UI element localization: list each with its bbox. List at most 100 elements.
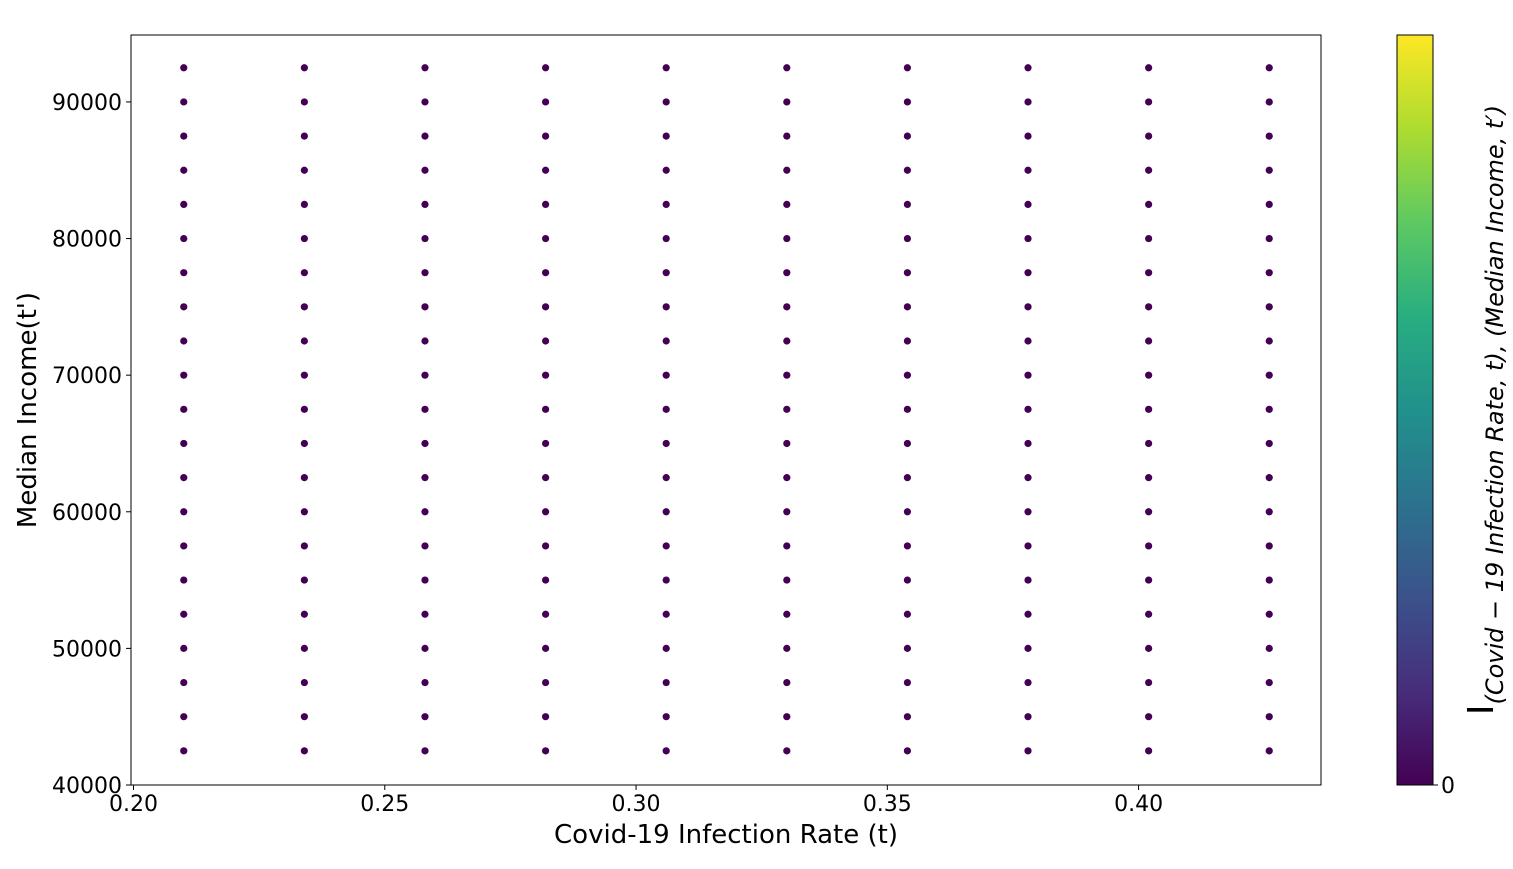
point <box>421 713 429 721</box>
x-tick-label: 0.30 <box>612 792 661 817</box>
point <box>541 166 550 174</box>
point <box>1024 644 1032 652</box>
point <box>300 98 308 106</box>
point <box>421 644 429 652</box>
point <box>541 576 550 584</box>
point <box>1265 713 1273 721</box>
point <box>903 610 912 618</box>
point <box>541 508 550 516</box>
x-tick-label: 0.40 <box>1114 792 1163 817</box>
point <box>421 200 429 208</box>
point <box>421 678 429 687</box>
point <box>541 132 550 140</box>
point <box>541 234 550 243</box>
point <box>1265 98 1273 106</box>
point <box>662 713 670 721</box>
point <box>180 474 188 482</box>
y-tick-label: 40000 <box>52 774 122 799</box>
point <box>903 132 912 140</box>
point <box>1024 303 1032 311</box>
plot-frame <box>130 34 1322 786</box>
point <box>1265 303 1273 311</box>
point <box>662 132 670 140</box>
point <box>421 576 429 584</box>
point <box>903 234 912 243</box>
y-tick-label: 70000 <box>52 364 122 389</box>
point <box>903 98 912 106</box>
point <box>421 234 429 243</box>
point <box>1145 644 1153 652</box>
point <box>1024 98 1032 106</box>
point <box>783 98 791 106</box>
point <box>903 200 912 208</box>
point <box>1145 713 1153 721</box>
point <box>903 405 912 413</box>
point <box>1265 405 1273 413</box>
point <box>783 337 791 345</box>
point <box>180 508 188 516</box>
point <box>783 166 791 174</box>
point <box>1145 747 1153 755</box>
point <box>300 166 308 174</box>
point <box>1024 747 1032 755</box>
point <box>541 98 550 106</box>
point <box>300 644 308 652</box>
point <box>180 303 188 311</box>
point <box>662 610 670 618</box>
point <box>903 474 912 482</box>
point <box>300 474 308 482</box>
point <box>180 234 188 243</box>
point <box>662 747 670 755</box>
point <box>1265 132 1273 140</box>
point <box>1024 576 1032 584</box>
point <box>1265 200 1273 208</box>
x-tick-label: 0.25 <box>360 792 409 817</box>
point <box>180 405 188 413</box>
point <box>1024 678 1032 687</box>
point <box>1024 610 1032 618</box>
point <box>1024 713 1032 721</box>
point <box>1024 474 1032 482</box>
point <box>541 405 550 413</box>
point <box>180 747 188 755</box>
point <box>421 166 429 174</box>
point <box>1145 200 1153 208</box>
point <box>1265 234 1273 243</box>
x-tick-label: 0.20 <box>109 792 158 817</box>
point <box>421 132 429 140</box>
point <box>783 678 791 687</box>
point <box>180 610 188 618</box>
point <box>662 303 670 311</box>
point <box>783 542 791 550</box>
point <box>903 644 912 652</box>
point <box>1024 371 1032 379</box>
point <box>783 644 791 652</box>
point <box>1024 234 1032 243</box>
point <box>783 576 791 584</box>
point <box>662 337 670 345</box>
point <box>1265 337 1273 345</box>
point <box>903 166 912 174</box>
point <box>421 405 429 413</box>
point <box>1265 678 1273 687</box>
point <box>783 508 791 516</box>
point <box>180 439 188 448</box>
point <box>662 98 670 106</box>
point <box>1265 439 1273 448</box>
point <box>1024 508 1032 516</box>
point <box>180 678 188 687</box>
point <box>1265 371 1273 379</box>
point <box>783 64 791 72</box>
point <box>1265 542 1273 550</box>
point <box>541 337 550 345</box>
point <box>421 542 429 550</box>
point <box>180 713 188 721</box>
point <box>300 64 308 72</box>
point <box>1265 610 1273 618</box>
point <box>1145 474 1153 482</box>
point <box>300 337 308 345</box>
point <box>541 644 550 652</box>
point <box>421 747 429 755</box>
point <box>1145 576 1153 584</box>
